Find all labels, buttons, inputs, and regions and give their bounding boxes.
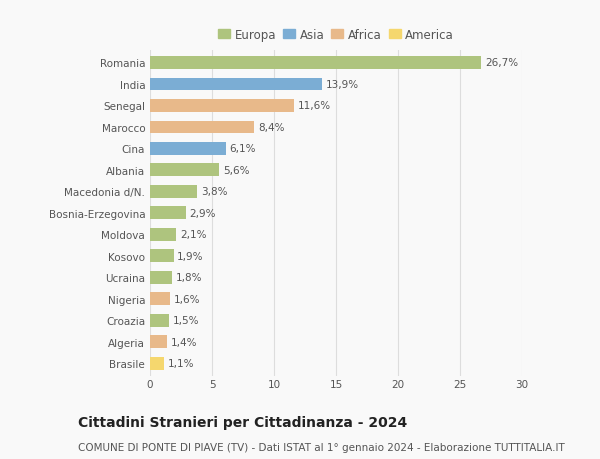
Bar: [150, 121, 254, 134]
Text: Cittadini Stranieri per Cittadinanza - 2024: Cittadini Stranieri per Cittadinanza - 2…: [78, 415, 407, 429]
Text: 1,9%: 1,9%: [177, 252, 204, 261]
Text: 1,6%: 1,6%: [173, 294, 200, 304]
Text: 2,9%: 2,9%: [190, 208, 216, 218]
Bar: [150, 57, 481, 70]
Text: 26,7%: 26,7%: [485, 58, 518, 68]
Bar: [150, 336, 167, 348]
Text: 13,9%: 13,9%: [326, 80, 359, 90]
Text: 11,6%: 11,6%: [298, 101, 331, 111]
Bar: [150, 164, 220, 177]
Bar: [150, 250, 173, 263]
Text: 1,1%: 1,1%: [167, 358, 194, 369]
Bar: [150, 143, 226, 156]
Text: 3,8%: 3,8%: [201, 187, 227, 197]
Text: 2,1%: 2,1%: [180, 230, 206, 240]
Bar: [150, 314, 169, 327]
Bar: [150, 229, 176, 241]
Bar: [150, 357, 164, 370]
Text: 6,1%: 6,1%: [229, 144, 256, 154]
Text: 8,4%: 8,4%: [258, 123, 284, 133]
Bar: [150, 100, 294, 112]
Text: 1,8%: 1,8%: [176, 273, 203, 283]
Bar: [150, 78, 322, 91]
Bar: [150, 271, 172, 284]
Bar: [150, 207, 186, 220]
Legend: Europa, Asia, Africa, America: Europa, Asia, Africa, America: [213, 24, 459, 46]
Bar: [150, 185, 197, 198]
Text: 1,5%: 1,5%: [172, 316, 199, 325]
Bar: [150, 293, 170, 306]
Text: 5,6%: 5,6%: [223, 166, 250, 175]
Text: 1,4%: 1,4%: [171, 337, 197, 347]
Text: COMUNE DI PONTE DI PIAVE (TV) - Dati ISTAT al 1° gennaio 2024 - Elaborazione TUT: COMUNE DI PONTE DI PIAVE (TV) - Dati IST…: [78, 442, 565, 452]
